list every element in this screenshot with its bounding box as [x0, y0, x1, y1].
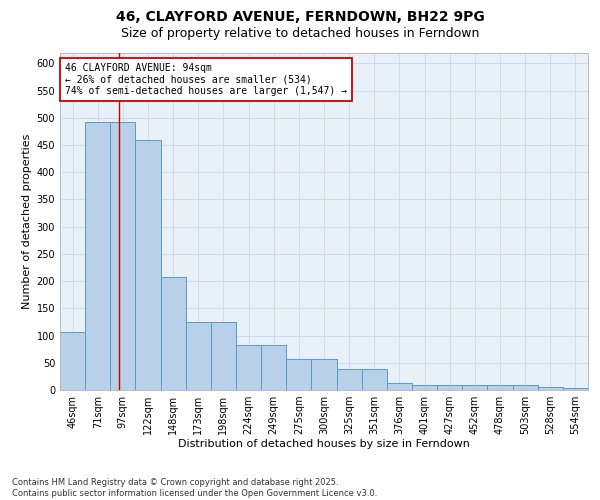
- X-axis label: Distribution of detached houses by size in Ferndown: Distribution of detached houses by size …: [178, 438, 470, 448]
- Bar: [110, 122, 136, 390]
- Text: Size of property relative to detached houses in Ferndown: Size of property relative to detached ho…: [121, 28, 479, 40]
- Bar: [412, 384, 437, 390]
- Text: 46 CLAYFORD AVENUE: 94sqm
← 26% of detached houses are smaller (534)
74% of semi: 46 CLAYFORD AVENUE: 94sqm ← 26% of detac…: [65, 62, 347, 96]
- Y-axis label: Number of detached properties: Number of detached properties: [22, 134, 32, 309]
- Bar: [261, 346, 286, 390]
- Text: Contains HM Land Registry data © Crown copyright and database right 2025.
Contai: Contains HM Land Registry data © Crown c…: [12, 478, 377, 498]
- Bar: [85, 122, 110, 390]
- Bar: [161, 278, 186, 390]
- Bar: [236, 346, 261, 390]
- Bar: [211, 322, 236, 390]
- Bar: [337, 370, 362, 390]
- Bar: [487, 384, 512, 390]
- Bar: [437, 384, 462, 390]
- Bar: [387, 383, 412, 390]
- Bar: [512, 384, 538, 390]
- Bar: [462, 384, 487, 390]
- Bar: [60, 332, 85, 390]
- Bar: [186, 322, 211, 390]
- Bar: [286, 359, 311, 390]
- Bar: [311, 359, 337, 390]
- Text: 46, CLAYFORD AVENUE, FERNDOWN, BH22 9PG: 46, CLAYFORD AVENUE, FERNDOWN, BH22 9PG: [116, 10, 484, 24]
- Bar: [136, 140, 161, 390]
- Bar: [362, 370, 387, 390]
- Bar: [538, 388, 563, 390]
- Bar: [563, 388, 588, 390]
